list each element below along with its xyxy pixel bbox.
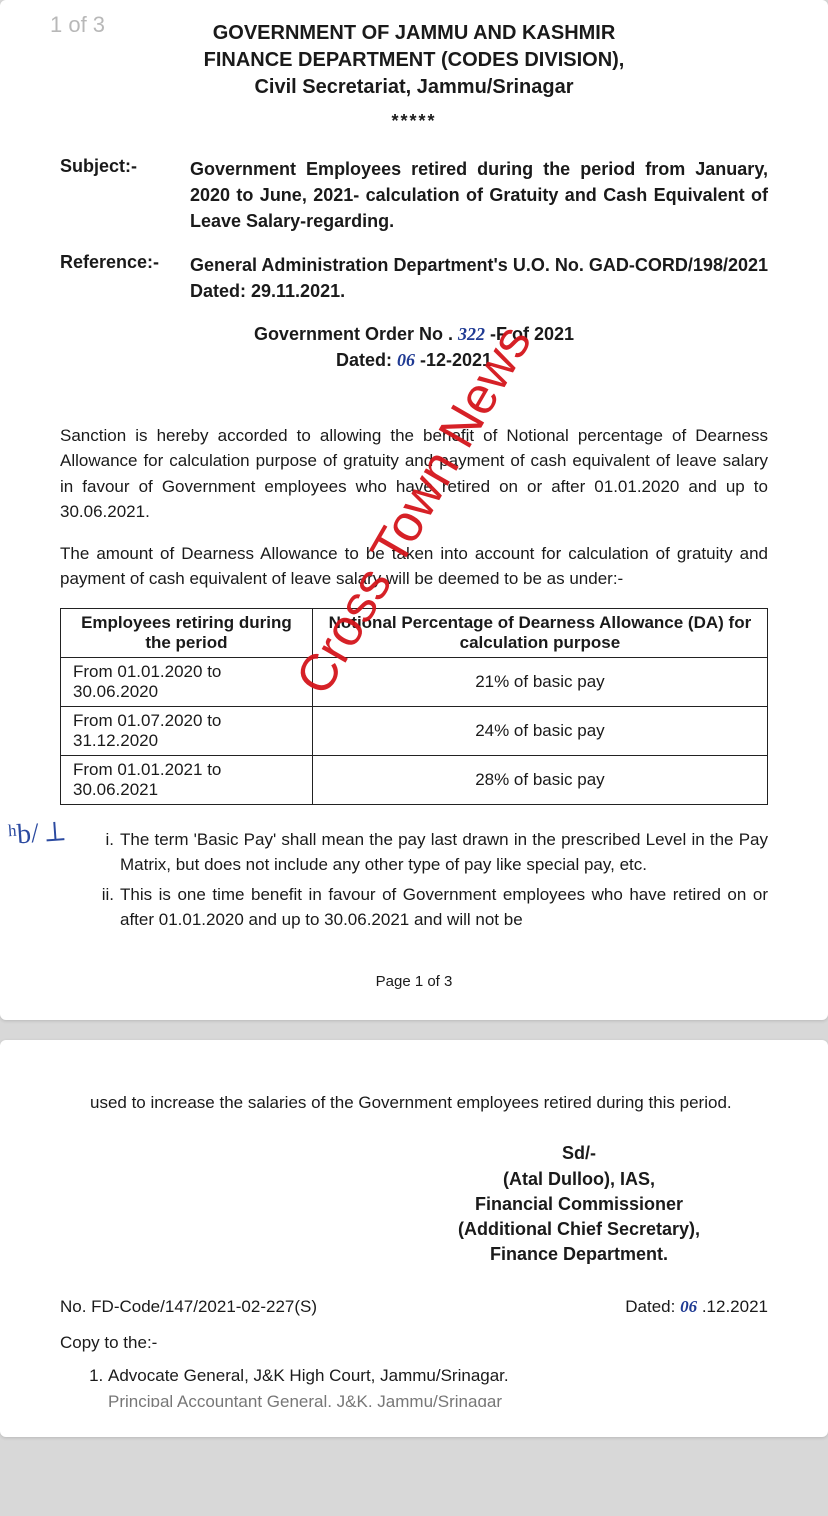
table-header-row: Employees retiring during the period Not… (61, 608, 768, 657)
copy-to-list: Advocate General, J&K High Court, Jammu/… (60, 1363, 768, 1407)
continuation-paragraph: used to increase the salaries of the Gov… (60, 1090, 768, 1116)
file-hand-date: 06 (680, 1297, 697, 1316)
order-dated-label: Dated: (336, 350, 397, 370)
note-text: This is one time benefit in favour of Go… (120, 885, 768, 930)
table-cell-da: 28% of basic pay (312, 755, 767, 804)
note-item: i. The term 'Basic Pay' shall mean the p… (90, 827, 768, 878)
file-dated: Dated: 06 .12.2021 (625, 1297, 768, 1317)
note-item: ii. This is one time benefit in favour o… (90, 882, 768, 933)
note-number: ii. (90, 882, 114, 908)
table-row: From 01.01.2020 to 30.06.2020 21% of bas… (61, 657, 768, 706)
file-number: No. FD-Code/147/2021-02-227(S) (60, 1297, 317, 1317)
order-hand-date: 06 (397, 350, 415, 370)
copy-to-label: Copy to the:- (60, 1333, 768, 1353)
table-cell-period: From 01.07.2020 to 31.12.2020 (61, 706, 313, 755)
order-hand-number: 322 (458, 324, 485, 344)
table-cell-period: From 01.01.2020 to 30.06.2020 (61, 657, 313, 706)
signature-title-3: Finance Department. (390, 1242, 768, 1267)
document-page-1: 1 of 3 GOVERNMENT OF JAMMU AND KASHMIR F… (0, 0, 828, 1020)
da-table: Employees retiring during the period Not… (60, 608, 768, 805)
page-footer: Page 1 of 3 (60, 973, 768, 990)
order-prefix: Government Order No . (254, 324, 453, 344)
header-line-1: GOVERNMENT OF JAMMU AND KASHMIR (134, 20, 694, 47)
subject-text: Government Employees retired during the … (190, 156, 768, 234)
table-header-period: Employees retiring during the period (61, 608, 313, 657)
notes-list: i. The term 'Basic Pay' shall mean the p… (60, 827, 768, 933)
reference-text: General Administration Department's U.O.… (190, 252, 768, 304)
paragraph-2: The amount of Dearness Allowance to be t… (60, 541, 768, 592)
copy-list-item-cut: Principal Accountant General, J&K, Jammu… (108, 1389, 768, 1407)
header-line-3: Civil Secretariat, Jammu/Srinagar (134, 74, 694, 101)
table-header-da: Notional Percentage of Dearness Allowanc… (312, 608, 767, 657)
signature-title-1: Financial Commissioner (390, 1192, 768, 1217)
signature-sd: Sd/- (390, 1141, 768, 1166)
signature-name: (Atal Dulloo), IAS, (390, 1167, 768, 1192)
subject-row: Subject:- Government Employees retired d… (60, 156, 768, 234)
table-cell-period: From 01.01.2021 to 30.06.2021 (61, 755, 313, 804)
handwritten-margin-note: ʰb/ ⟂ (7, 818, 65, 850)
reference-label: Reference:- (60, 252, 190, 304)
order-date-suffix: -12-2021 (420, 350, 492, 370)
signature-block: Sd/- (Atal Dulloo), IAS, Financial Commi… (390, 1141, 768, 1267)
header-stars: ***** (60, 111, 768, 132)
order-number-block: Government Order No . 322 -F of 2021 Dat… (60, 322, 768, 372)
page-indicator: 1 of 3 (50, 12, 105, 38)
file-dated-label: Dated: (625, 1297, 680, 1316)
header-line-2: FINANCE DEPARTMENT (CODES DIVISION), (134, 47, 694, 74)
note-text: The term 'Basic Pay' shall mean the pay … (120, 830, 768, 875)
file-number-row: No. FD-Code/147/2021-02-227(S) Dated: 06… (60, 1297, 768, 1317)
file-date-suffix: .12.2021 (702, 1297, 768, 1316)
note-number: i. (90, 827, 114, 853)
document-header: GOVERNMENT OF JAMMU AND KASHMIR FINANCE … (134, 20, 694, 101)
paragraph-1: Sanction is hereby accorded to allowing … (60, 423, 768, 525)
table-row: From 01.01.2021 to 30.06.2021 28% of bas… (61, 755, 768, 804)
document-page-2: used to increase the salaries of the Gov… (0, 1040, 828, 1437)
table-cell-da: 24% of basic pay (312, 706, 767, 755)
signature-title-2: (Additional Chief Secretary), (390, 1217, 768, 1242)
copy-list-item: Advocate General, J&K High Court, Jammu/… (108, 1363, 768, 1389)
table-row: From 01.07.2020 to 31.12.2020 24% of bas… (61, 706, 768, 755)
order-suffix: -F of 2021 (490, 324, 574, 344)
subject-label: Subject:- (60, 156, 190, 234)
table-cell-da: 21% of basic pay (312, 657, 767, 706)
reference-row: Reference:- General Administration Depar… (60, 252, 768, 304)
